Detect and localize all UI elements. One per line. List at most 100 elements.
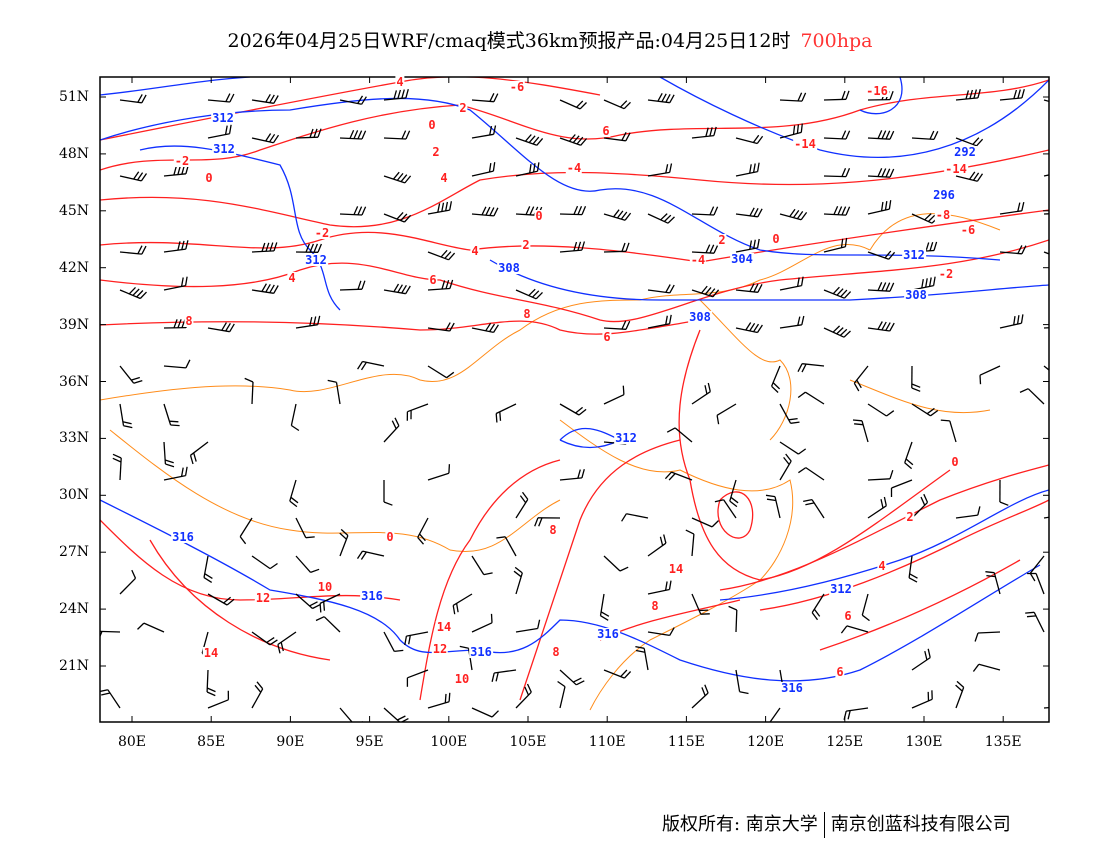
temperature-label: 8 (184, 314, 194, 328)
wind-barb (327, 379, 341, 405)
temperature-label: 14 (667, 562, 685, 576)
wind-barb (955, 89, 981, 101)
wind-barb (515, 162, 540, 177)
wind-barb (603, 555, 629, 572)
temperature-label: -2 (937, 267, 955, 281)
wind-barb (716, 403, 737, 425)
wind-barb (339, 528, 349, 557)
lon-label: 80E (117, 734, 147, 750)
wind-barb (867, 403, 895, 417)
wind-barb (491, 669, 517, 682)
wind-barb (911, 130, 939, 141)
wind-barb (319, 593, 341, 613)
wind-barb (843, 707, 869, 720)
wind-barb (867, 200, 892, 215)
temperature-label: 6 (602, 330, 612, 344)
wind-barb (417, 517, 429, 545)
height-label: 296 (932, 188, 956, 202)
wind-barb (251, 631, 278, 646)
temperature-label: 8 (551, 645, 561, 659)
wind-barb (471, 206, 499, 217)
wind-barb (427, 249, 456, 261)
wind-barb (559, 99, 587, 110)
lat-label: 45N (58, 202, 90, 219)
height-label: 312 (304, 253, 328, 267)
wind-barb (404, 631, 429, 646)
wind-barb (867, 496, 887, 519)
wind-barb (803, 498, 825, 519)
wind-barb (427, 322, 455, 332)
lon-label: 110E (588, 734, 626, 750)
wind-barb (735, 207, 763, 218)
wind-barb (1025, 611, 1045, 633)
lon-label: 85E (197, 734, 226, 750)
height-label: 312 (829, 582, 853, 596)
temperature-label: 2 (717, 233, 727, 247)
temperature-label: -6 (508, 80, 526, 94)
wind-barb (823, 237, 848, 253)
height-contours (100, 77, 1049, 682)
company-name: 南京创蓝科技有限公司 (830, 814, 1011, 835)
height-label: 312 (212, 142, 236, 156)
temperature-label: -14 (944, 162, 968, 176)
wind-barb (955, 506, 981, 519)
wind-barb (735, 162, 760, 177)
wind-barb (295, 128, 322, 139)
wind-barb (452, 593, 473, 615)
wind-barb (559, 241, 586, 253)
wind-barb (1029, 555, 1045, 582)
wind-barb (908, 555, 918, 583)
wind-barb (119, 403, 133, 429)
temperature-label: 14 (435, 620, 453, 634)
wind-barb (406, 403, 429, 421)
copyright-text: 版权所有: 南京大学 (662, 814, 818, 835)
wind-barb (137, 622, 165, 633)
wind-barb (972, 663, 1001, 672)
wind-barb (515, 491, 529, 519)
lon-label: 90E (276, 734, 305, 750)
wind-barb (798, 467, 825, 481)
wind-barb (471, 322, 499, 334)
wind-barb (471, 125, 497, 139)
wind-barb (647, 213, 675, 224)
height-label: 316 (171, 530, 195, 544)
wind-barb (559, 469, 585, 481)
wind-barb (691, 244, 719, 254)
lon-label: 130E (905, 734, 943, 750)
wind-barb (471, 162, 496, 177)
lon-label: 120E (747, 734, 785, 750)
wind-barb (277, 631, 297, 654)
wind-barb (119, 569, 137, 595)
temperature-label: 0 (950, 455, 960, 469)
lat-label: 27N (58, 544, 90, 561)
wind-barb (770, 365, 781, 393)
pressure-level: 700hpa (800, 30, 873, 52)
lat-label: 36N (58, 373, 90, 390)
wind-barb (515, 683, 532, 709)
wind-barb (904, 441, 914, 470)
wind-barb (290, 403, 300, 432)
wind-barb (119, 245, 147, 255)
height-label: 316 (469, 645, 493, 659)
wind-barb (979, 365, 1001, 385)
temperature-label: 8 (548, 523, 558, 537)
temperature-label: 4 (395, 75, 405, 89)
wind-barb (515, 619, 541, 633)
wind-barb (1043, 174, 1049, 177)
wind-barb (119, 94, 147, 104)
wind-barb (621, 513, 649, 522)
wind-barb (339, 95, 367, 105)
wind-barb (427, 279, 454, 291)
wind-barb (853, 365, 869, 392)
wind-barb (735, 238, 760, 253)
lat-label: 51N (58, 89, 90, 105)
wind-barb (383, 89, 409, 101)
wind-barb (427, 365, 455, 379)
wind-barb (295, 555, 320, 574)
wind-barb (515, 288, 543, 300)
wind-barb (867, 250, 896, 260)
wind-barb (383, 283, 411, 295)
height-label: 308 (688, 310, 712, 324)
lat-label: 39N (58, 316, 90, 333)
wind-barb (559, 669, 585, 686)
